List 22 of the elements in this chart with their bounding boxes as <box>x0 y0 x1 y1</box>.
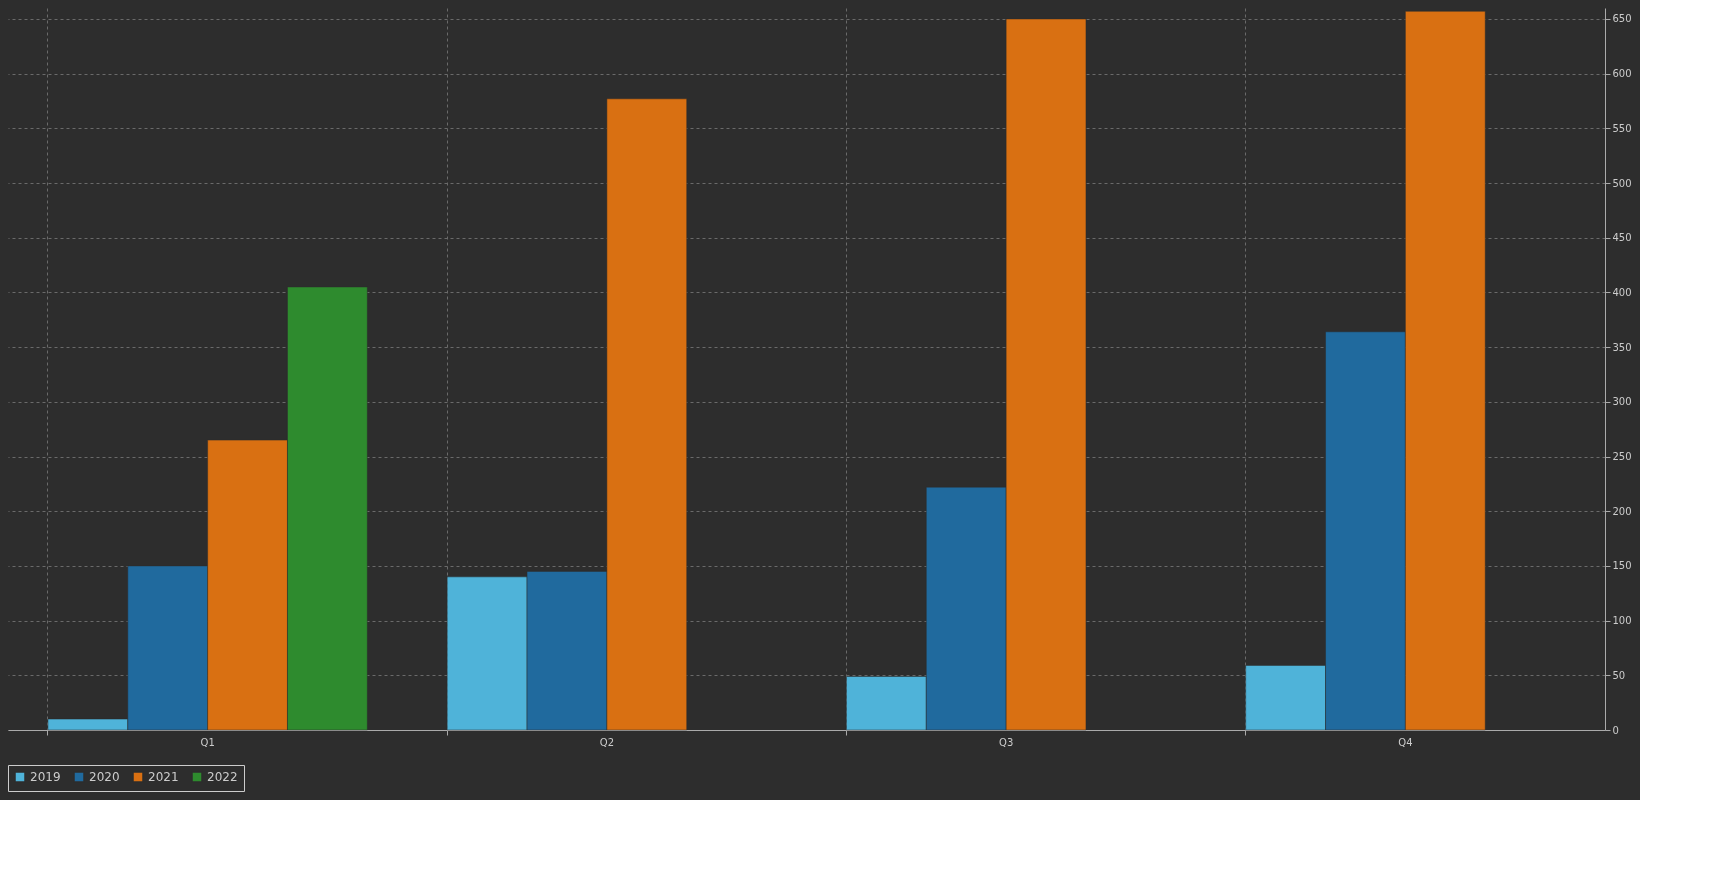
x-tick-label: Q2 <box>599 736 614 748</box>
x-tick-label: Q4 <box>1398 736 1413 748</box>
legend-label: 2021 <box>148 770 179 784</box>
y-tick-label: 150 <box>1612 560 1632 572</box>
y-tick-label: 350 <box>1612 341 1632 353</box>
y-tick-label: 450 <box>1612 232 1632 244</box>
y-tick-label: 300 <box>1612 396 1632 408</box>
y-tick-label: 0 <box>1612 724 1619 736</box>
y-tick-label: 650 <box>1612 13 1632 25</box>
y-tick-label: 550 <box>1612 122 1632 134</box>
legend-label: 2020 <box>89 770 120 784</box>
x-tick-label: Q1 <box>200 736 215 748</box>
y-tick-label: 600 <box>1612 68 1632 80</box>
y-tick-label: 500 <box>1612 177 1632 189</box>
y-tick-label: 50 <box>1612 669 1626 681</box>
legend-label: 2022 <box>207 770 238 784</box>
y-tick-label: 200 <box>1612 505 1632 517</box>
y-tick-label: 100 <box>1612 615 1632 627</box>
y-tick-label: 250 <box>1612 451 1632 463</box>
x-tick-label: Q3 <box>999 736 1014 748</box>
y-tick-label: 400 <box>1612 286 1632 298</box>
legend-label: 2019 <box>30 770 61 784</box>
